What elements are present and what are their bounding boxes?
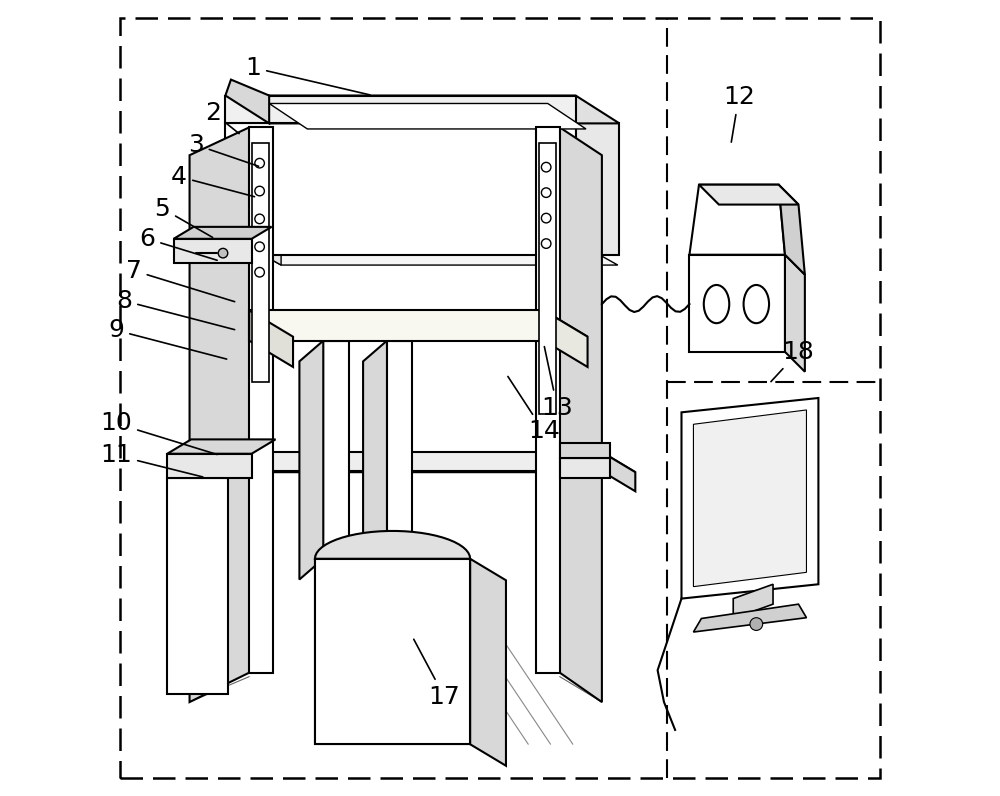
Circle shape: [541, 162, 551, 172]
Polygon shape: [560, 127, 602, 702]
Polygon shape: [225, 80, 269, 123]
Polygon shape: [249, 310, 588, 337]
Text: 12: 12: [723, 85, 755, 142]
Circle shape: [255, 158, 264, 168]
Text: 7: 7: [126, 259, 235, 302]
Circle shape: [255, 267, 264, 277]
Text: 11: 11: [100, 443, 203, 477]
Text: 8: 8: [116, 289, 235, 330]
Polygon shape: [733, 584, 773, 618]
Circle shape: [750, 618, 763, 630]
Text: 13: 13: [541, 346, 573, 419]
Polygon shape: [241, 127, 281, 265]
Polygon shape: [323, 341, 349, 559]
Circle shape: [255, 242, 264, 252]
Polygon shape: [689, 255, 785, 352]
Text: 5: 5: [155, 197, 213, 237]
Circle shape: [218, 248, 228, 258]
Text: 9: 9: [108, 318, 227, 359]
Polygon shape: [174, 239, 252, 263]
Polygon shape: [387, 341, 412, 559]
Polygon shape: [693, 604, 806, 632]
Polygon shape: [167, 454, 252, 478]
Polygon shape: [693, 410, 806, 587]
Polygon shape: [576, 123, 619, 255]
Polygon shape: [249, 310, 544, 341]
Polygon shape: [363, 341, 387, 579]
Polygon shape: [299, 341, 323, 579]
Polygon shape: [689, 185, 785, 255]
Text: 4: 4: [171, 165, 255, 197]
Polygon shape: [560, 443, 610, 458]
Polygon shape: [779, 185, 805, 275]
Polygon shape: [315, 559, 470, 744]
Polygon shape: [785, 255, 805, 372]
Polygon shape: [225, 96, 576, 123]
Polygon shape: [252, 143, 269, 382]
Polygon shape: [681, 398, 818, 599]
Polygon shape: [225, 96, 619, 123]
Polygon shape: [190, 127, 249, 702]
Polygon shape: [539, 143, 556, 414]
Circle shape: [255, 214, 264, 224]
Polygon shape: [190, 452, 635, 472]
Polygon shape: [167, 478, 228, 694]
Text: 2: 2: [205, 101, 239, 134]
Ellipse shape: [744, 285, 769, 323]
Circle shape: [541, 188, 551, 197]
Polygon shape: [269, 103, 586, 129]
Text: 1: 1: [245, 56, 370, 95]
Polygon shape: [249, 127, 273, 673]
Text: 14: 14: [508, 377, 560, 443]
Polygon shape: [241, 243, 618, 265]
Polygon shape: [225, 123, 576, 255]
Polygon shape: [249, 310, 293, 367]
Ellipse shape: [704, 285, 729, 323]
Text: 18: 18: [771, 340, 814, 381]
Polygon shape: [560, 458, 610, 478]
Polygon shape: [167, 459, 258, 478]
Text: 17: 17: [414, 639, 460, 708]
Polygon shape: [174, 227, 272, 239]
Text: 6: 6: [139, 227, 217, 260]
Polygon shape: [470, 559, 506, 766]
Circle shape: [541, 239, 551, 248]
Polygon shape: [315, 531, 470, 559]
Circle shape: [255, 186, 264, 196]
Circle shape: [541, 213, 551, 223]
Polygon shape: [167, 439, 276, 454]
Polygon shape: [536, 127, 560, 673]
Polygon shape: [315, 559, 470, 744]
Polygon shape: [544, 310, 588, 367]
Polygon shape: [699, 185, 798, 205]
Polygon shape: [602, 452, 635, 491]
Polygon shape: [190, 452, 602, 471]
Text: 3: 3: [188, 133, 259, 166]
Text: 10: 10: [100, 412, 217, 455]
